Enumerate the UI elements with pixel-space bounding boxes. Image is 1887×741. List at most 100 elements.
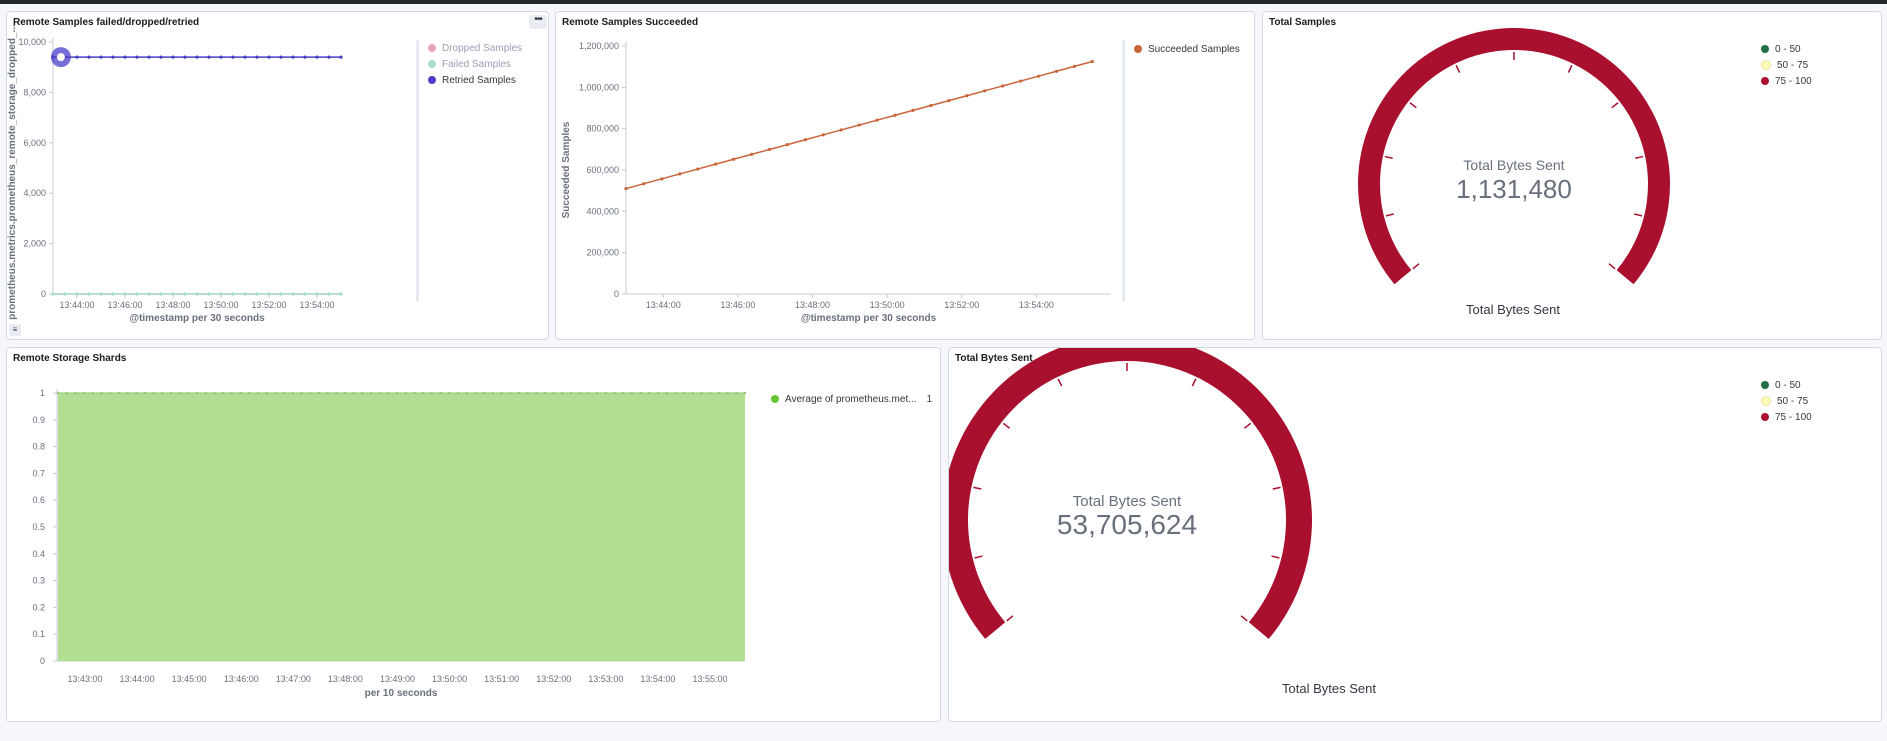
gauge-tick: [1567, 65, 1573, 73]
legend-label: Retried Samples: [442, 74, 516, 86]
data-point: [483, 391, 486, 395]
legend-toggle-icon[interactable]: ≡: [9, 324, 21, 336]
gauge-tick: [1385, 213, 1394, 217]
hover-marker-center: [56, 53, 65, 62]
data-point: [123, 55, 127, 59]
data-point: [143, 391, 147, 395]
legend-item[interactable]: 50 - 75: [1761, 57, 1812, 73]
data-point: [578, 391, 581, 395]
legend-label: 0 - 50: [1775, 379, 1801, 391]
data-point: [51, 292, 55, 296]
legend-item[interactable]: Succeeded Samples: [1134, 41, 1240, 57]
gauge-arc: [1358, 27, 1670, 285]
x-tick-label: 13:52:00: [536, 674, 571, 684]
legend-item[interactable]: Average of prometheus.met... 1: [771, 391, 932, 407]
y-tick-label: 400,000: [586, 206, 619, 216]
legend-scrollbar[interactable]: [1122, 40, 1125, 302]
gauge-tick: [1412, 263, 1420, 270]
x-tick-label: 13:54:00: [1019, 300, 1054, 310]
legend-item[interactable]: 75 - 100: [1761, 73, 1812, 89]
gauge-caption: Total Bytes Sent: [1466, 302, 1560, 317]
gauge-tick: [1611, 102, 1619, 109]
legend-item[interactable]: Dropped Samples: [428, 40, 522, 56]
data-point: [111, 292, 115, 296]
x-tick-label: 13:52:00: [944, 300, 979, 310]
gauge-label: Total Bytes Sent: [1463, 157, 1564, 173]
data-point: [99, 55, 103, 59]
data-point: [169, 391, 173, 395]
legend-label: 75 - 100: [1775, 411, 1812, 423]
legend-item[interactable]: 50 - 75: [1761, 393, 1812, 409]
data-point: [267, 55, 271, 59]
panel-total-bytes-sent: Total Bytes Sent Total Bytes Sent 53,705,…: [948, 347, 1882, 722]
data-point: [1054, 69, 1059, 73]
data-point: [648, 391, 651, 395]
data-point: [352, 391, 355, 395]
data-point: [404, 391, 407, 395]
gauge-tick: [1240, 615, 1248, 622]
data-point: [265, 391, 268, 395]
data-point: [500, 391, 503, 395]
data-point: [911, 108, 915, 112]
panel-title: Remote Samples failed/dropped/retried: [13, 17, 200, 28]
gauge-value: 1,131,480: [1456, 174, 1572, 204]
data-point: [422, 391, 425, 395]
legend-label: 0 - 50: [1775, 43, 1801, 55]
ellipsis-icon[interactable]: •••: [529, 15, 547, 29]
gauge-tick: [1384, 155, 1393, 159]
data-point: [491, 391, 494, 395]
data-point: [726, 391, 729, 395]
gauge-value: 53,705,624: [1057, 509, 1197, 540]
data-point: [111, 55, 115, 59]
gauge-tick: [1608, 263, 1616, 270]
x-tick-label: 13:54:00: [640, 674, 675, 684]
legend-item[interactable]: Retried Samples: [428, 72, 522, 88]
data-point: [857, 123, 861, 127]
x-tick-label: 13:52:00: [251, 300, 286, 310]
data-point: [622, 391, 625, 395]
panel-remote-storage-shards: Remote Storage Shards 0 0.1 0.2 0.3 0.4 0.5 0.…: [6, 347, 941, 722]
data-point: [159, 292, 163, 296]
gauge-label: Total Bytes Sent: [1073, 493, 1182, 510]
y-tick-label: 0.6: [32, 495, 45, 505]
legend-item[interactable]: 0 - 50: [1761, 377, 1812, 393]
gauge-tick: [1409, 102, 1417, 109]
data-point: [91, 391, 94, 395]
data-point: [279, 292, 283, 296]
x-tick-label: 13:44:00: [59, 300, 94, 310]
data-point: [665, 391, 668, 395]
data-point: [630, 391, 634, 395]
x-tick-label: 13:50:00: [432, 674, 467, 684]
gauge-caption: Total Bytes Sent: [1282, 681, 1376, 696]
legend-label: 75 - 100: [1775, 75, 1812, 87]
x-axis-title: @timestamp per 30 seconds: [129, 313, 265, 324]
data-point: [735, 391, 738, 395]
data-point: [983, 89, 987, 93]
chart-legend: Dropped Samples Failed Samples Retried Sam…: [428, 40, 522, 88]
data-point: [1019, 79, 1023, 83]
legend-item[interactable]: 75 - 100: [1761, 409, 1812, 425]
data-point: [126, 391, 129, 395]
y-tick-label: 600,000: [586, 165, 619, 175]
data-point: [75, 55, 79, 59]
data-point: [327, 55, 331, 59]
legend-swatch: [1761, 396, 1771, 406]
gauge-tick: [1191, 378, 1197, 387]
y-axis-title: Succeeded Samples: [561, 121, 572, 218]
data-point: [714, 162, 718, 166]
legend-item[interactable]: Failed Samples: [428, 56, 522, 72]
data-point: [700, 391, 703, 395]
legend-scrollbar[interactable]: [416, 40, 419, 302]
data-point: [803, 138, 807, 142]
panel-failed-dropped-retried: Remote Samples failed/dropped/retried ••…: [6, 11, 549, 340]
legend-item[interactable]: 0 - 50: [1761, 41, 1812, 57]
data-point: [239, 391, 242, 395]
x-tick-label: 13:46:00: [107, 300, 142, 310]
y-tick-label: 8,000: [23, 87, 46, 97]
y-tick-label: 0.9: [32, 415, 45, 425]
x-tick-label: 13:54:00: [299, 300, 334, 310]
gauge-legend: 0 - 50 50 - 75 75 - 100: [1761, 377, 1812, 425]
y-tick-label: 2,000: [23, 239, 46, 249]
data-point: [196, 391, 199, 395]
y-tick-label: 1,200,000: [579, 41, 619, 51]
